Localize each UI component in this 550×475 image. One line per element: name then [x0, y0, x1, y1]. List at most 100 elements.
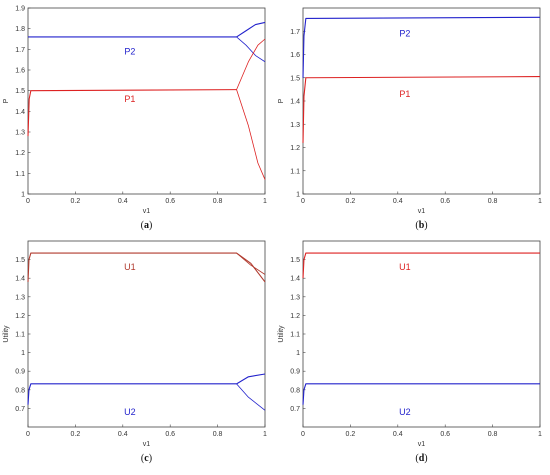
- x-tick-label: 0: [301, 431, 305, 438]
- y-tick-label: 1: [296, 350, 300, 357]
- y-tick-label: 0.7: [290, 406, 300, 413]
- x-axis-label: v1: [418, 441, 426, 448]
- y-tick-label: 1.1: [15, 332, 25, 339]
- y-tick-label: 1.3: [15, 294, 25, 301]
- x-tick-label: 1: [263, 198, 267, 205]
- y-tick-label: 0.8: [15, 387, 25, 394]
- series-line-u1: [236, 252, 266, 275]
- x-tick-label: 0: [301, 198, 305, 205]
- plot-area: [27, 240, 266, 428]
- series-line-u1: [302, 252, 540, 279]
- series-p2: P2: [302, 16, 541, 78]
- series-label-p1: P1: [124, 94, 135, 104]
- series-line-p1: [302, 76, 541, 143]
- series-line-p1: [27, 89, 237, 137]
- x-tick-label: 0.4: [393, 198, 403, 205]
- x-tick-label: 0.6: [440, 431, 450, 438]
- series-p2: P2: [28, 21, 266, 63]
- y-tick-label: 1.7: [15, 47, 25, 54]
- y-tick-label: 1.1: [290, 332, 300, 339]
- y-tick-label: 0.8: [290, 387, 300, 394]
- series-label-u1: U1: [124, 262, 136, 272]
- y-tick-label: 1.5: [15, 88, 25, 95]
- y-tick-label: 1.5: [15, 257, 25, 264]
- chart-panel-b: 0 0.2 0.4 0.6 0.8 1 1 1.1 1.2 1.3 1.4 1.5 1.6 1.7 v1 P P…: [278, 7, 542, 231]
- x-axis-label: v1: [143, 441, 151, 448]
- series-label-u1: U1: [399, 262, 411, 272]
- y-tick-label: 1.4: [290, 99, 300, 106]
- series-label-u2: U2: [399, 407, 411, 417]
- x-tick-label: 1: [263, 431, 267, 438]
- x-tick-label: 0.4: [118, 198, 128, 205]
- x-tick-label: 0.6: [165, 431, 175, 438]
- x-tick-label: 0.2: [71, 198, 81, 205]
- y-tick-label: 1.4: [15, 276, 25, 283]
- series-line-u2: [302, 383, 540, 405]
- x-tick-label: 0.4: [118, 431, 128, 438]
- x-tick-label: 0.8: [213, 431, 223, 438]
- y-axis-label: Utility: [278, 325, 285, 343]
- x-tick-label: 0.8: [213, 198, 223, 205]
- y-tick-label: 1.2: [290, 145, 300, 152]
- series-line-p2: [302, 16, 541, 78]
- y-tick-label: 1: [21, 350, 25, 357]
- y-tick-label: 1.1: [290, 168, 300, 175]
- series-line-p2: [236, 36, 266, 63]
- y-tick-label: 1.3: [290, 122, 300, 129]
- series-label-u2: U2: [124, 407, 136, 417]
- y-tick-label: 1.3: [15, 130, 25, 137]
- y-tick-label: 1: [296, 192, 300, 199]
- y-axis-label: Utility: [3, 325, 10, 343]
- series-u2: U2: [302, 383, 540, 417]
- y-tick-label: 0.7: [15, 406, 25, 413]
- x-tick-label: 0.4: [393, 431, 403, 438]
- y-tick-label: 0.9: [290, 369, 300, 376]
- x-axis-label: v1: [418, 208, 426, 215]
- y-tick-label: 1.5: [290, 75, 300, 82]
- y-tick-label: 1: [21, 192, 25, 199]
- y-tick-label: 1.9: [15, 6, 25, 13]
- y-axis-label: P: [3, 98, 10, 103]
- chart-panel-c: 0 0.2 0.4 0.6 0.8 1 0.7 0.8 0.9 1 1.1 1.2 1.3 1.4 1.5 v…: [3, 240, 267, 464]
- panel-caption: (a): [141, 220, 153, 231]
- y-axis-label: P: [278, 98, 285, 103]
- series-line-p2: [28, 21, 266, 38]
- x-tick-label: 0.2: [71, 431, 81, 438]
- y-tick-label: 1.2: [15, 313, 25, 320]
- x-axis-label: v1: [143, 208, 151, 215]
- series-line-u2: [27, 373, 266, 405]
- y-tick-label: 1.2: [290, 313, 300, 320]
- x-tick-label: 0.8: [488, 431, 498, 438]
- panel-caption: (c): [141, 453, 152, 464]
- chart-panel-d: 0 0.2 0.4 0.6 0.8 1 0.7 0.8 0.9 1 1.1 1.2 1.3 1.4 1.5 v…: [278, 240, 542, 464]
- series-line-p1: [236, 89, 266, 180]
- series-u1: U1: [27, 252, 266, 283]
- y-tick-label: 1.4: [290, 276, 300, 283]
- y-tick-label: 1.5: [290, 257, 300, 264]
- series-u1: U1: [302, 252, 540, 279]
- series-label-p2: P2: [124, 46, 135, 56]
- y-tick-label: 1.3: [290, 294, 300, 301]
- panel-caption: (b): [415, 220, 427, 231]
- y-tick-label: 1.8: [15, 26, 25, 33]
- x-tick-label: 0: [26, 198, 30, 205]
- series-u2: U2: [27, 373, 266, 417]
- x-tick-label: 0.6: [165, 198, 175, 205]
- y-tick-label: 1.6: [15, 68, 25, 75]
- series-line-u2: [236, 383, 266, 411]
- panel-caption: (d): [415, 453, 427, 464]
- series-p1: P1: [27, 38, 266, 180]
- x-tick-label: 0.8: [488, 198, 498, 205]
- series-line-p1: [236, 38, 266, 90]
- x-tick-label: 0.6: [440, 198, 450, 205]
- x-tick-label: 0: [26, 431, 30, 438]
- series-label-p1: P1: [399, 89, 410, 99]
- y-tick-label: 1.2: [15, 150, 25, 157]
- plot-area: [302, 240, 541, 428]
- y-tick-label: 1.1: [15, 171, 25, 178]
- y-tick-label: 1.6: [290, 52, 300, 59]
- plot-area: [27, 7, 266, 195]
- chart-panel-a: 0 0.2 0.4 0.6 0.8 1 1 1.1 1.2 1.3 1.4 1.5 1.6 1.7 1.8 1…: [3, 6, 267, 232]
